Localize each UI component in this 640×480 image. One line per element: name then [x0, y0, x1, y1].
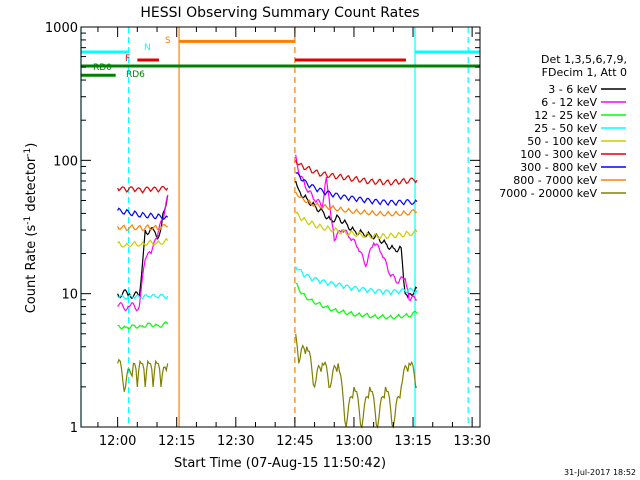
y-axis-label-part: ) [24, 143, 39, 148]
footer-timestamp: 31-Jul-2017 18:52 [564, 468, 636, 477]
series-line [117, 237, 169, 248]
flag-label-n: N [144, 43, 151, 53]
y-tick-label: 10 [61, 288, 78, 303]
axes: 1 10 100 1000 12:00 12:15 12:30 12:45 13:00 13:15… [45, 21, 491, 449]
legend: Det 1,3,5,6,7,9,FDecim 1, Att 0 3 - 6 keV… [499, 53, 627, 200]
x-tick-label: 12:30 [217, 434, 254, 449]
legend-entry-label: 100 - 300 keV [520, 148, 597, 161]
y-tick-label: 1000 [45, 21, 78, 36]
flag-label-rd6: RD6 [126, 70, 145, 80]
legend-entry-label: 3 - 6 keV [548, 83, 597, 96]
y-axis-label-superscript: -1 [23, 216, 33, 225]
series-line [117, 358, 169, 392]
legend-entry-label: 7000 - 20000 keV [499, 187, 597, 200]
flag-label-s: S [165, 36, 171, 46]
y-tick-label: 100 [53, 154, 78, 169]
x-axis-label: Start Time (07-Aug-15 11:50:42) [174, 456, 386, 471]
series-line [295, 266, 418, 296]
y-axis-label-part: Count Rate (s [24, 225, 39, 314]
series-line [117, 321, 169, 330]
series-line [295, 211, 418, 240]
x-tick-label: 12:15 [158, 434, 195, 449]
legend-entry-label: 25 - 50 keV [534, 122, 597, 135]
x-tick-label: 13:15 [394, 434, 431, 449]
series-line [295, 180, 418, 299]
series-lines [117, 154, 418, 429]
series-line [117, 293, 169, 300]
flag-label-f: F [125, 54, 130, 64]
series-line [117, 194, 169, 300]
series-line [295, 282, 418, 320]
flag-label-rd0: RD0 [93, 63, 112, 73]
legend-entry-label: 12 - 25 keV [534, 109, 597, 122]
series-line [117, 207, 169, 220]
x-tick-label: 12:45 [276, 434, 313, 449]
y-tick-label: 1 [70, 421, 78, 436]
series-line [295, 160, 418, 186]
series-line [295, 333, 418, 429]
chart-title: HESSI Observing Summary Count Rates [140, 5, 419, 21]
observing-flags: N F S RD0 RD6 [81, 36, 480, 80]
series-line [295, 172, 418, 207]
y-axis-label-part: detector [24, 156, 39, 216]
legend-entry-label: 800 - 7000 keV [513, 174, 597, 187]
legend-entry-label: 50 - 100 keV [527, 135, 597, 148]
x-tick-label: 13:30 [453, 434, 490, 449]
legend-entry-label: 300 - 800 keV [520, 161, 597, 174]
legend-entry-label: 6 - 12 keV [541, 96, 597, 109]
legend-header: Det 1,3,5,6,7,9, [541, 53, 627, 66]
y-axis-label-superscript: -1 [23, 148, 33, 157]
plot-frame [80, 26, 481, 428]
series-line [117, 185, 169, 194]
series-line [295, 154, 418, 302]
series-line [295, 191, 418, 217]
y-axis-label: Count Rate (s-1 detector-1) [23, 143, 39, 314]
series-line [117, 194, 169, 312]
x-tick-label: 12:00 [99, 434, 136, 449]
x-tick-label: 13:00 [335, 434, 372, 449]
legend-header: FDecim 1, Att 0 [542, 66, 627, 79]
series-line [117, 223, 168, 232]
